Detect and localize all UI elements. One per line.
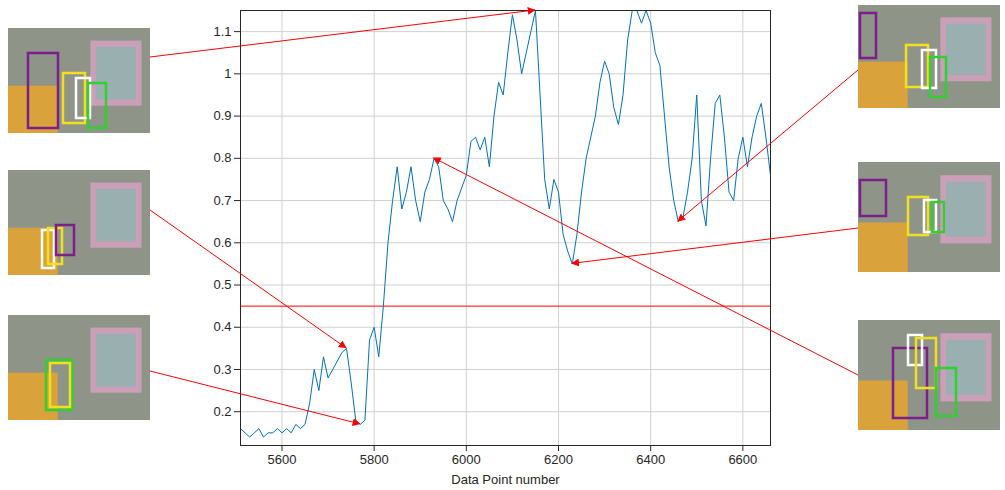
svg-text:0.8: 0.8: [213, 150, 231, 165]
svg-text:0.3: 0.3: [213, 362, 231, 377]
svg-text:0.5: 0.5: [213, 277, 231, 292]
svg-text:6400: 6400: [636, 452, 665, 467]
svg-text:0.6: 0.6: [213, 235, 231, 250]
svg-text:0.4: 0.4: [213, 319, 231, 334]
svg-text:6000: 6000: [452, 452, 481, 467]
svg-text:0.9: 0.9: [213, 108, 231, 123]
svg-text:5800: 5800: [360, 452, 389, 467]
svg-text:6600: 6600: [728, 452, 757, 467]
svg-text:Data Point number: Data Point number: [451, 472, 560, 487]
svg-text:6200: 6200: [544, 452, 573, 467]
svg-text:0.2: 0.2: [213, 404, 231, 419]
svg-text:5600: 5600: [268, 452, 297, 467]
svg-text:1: 1: [224, 66, 231, 81]
svg-text:0.7: 0.7: [213, 193, 231, 208]
svg-text:1.1: 1.1: [213, 24, 231, 39]
